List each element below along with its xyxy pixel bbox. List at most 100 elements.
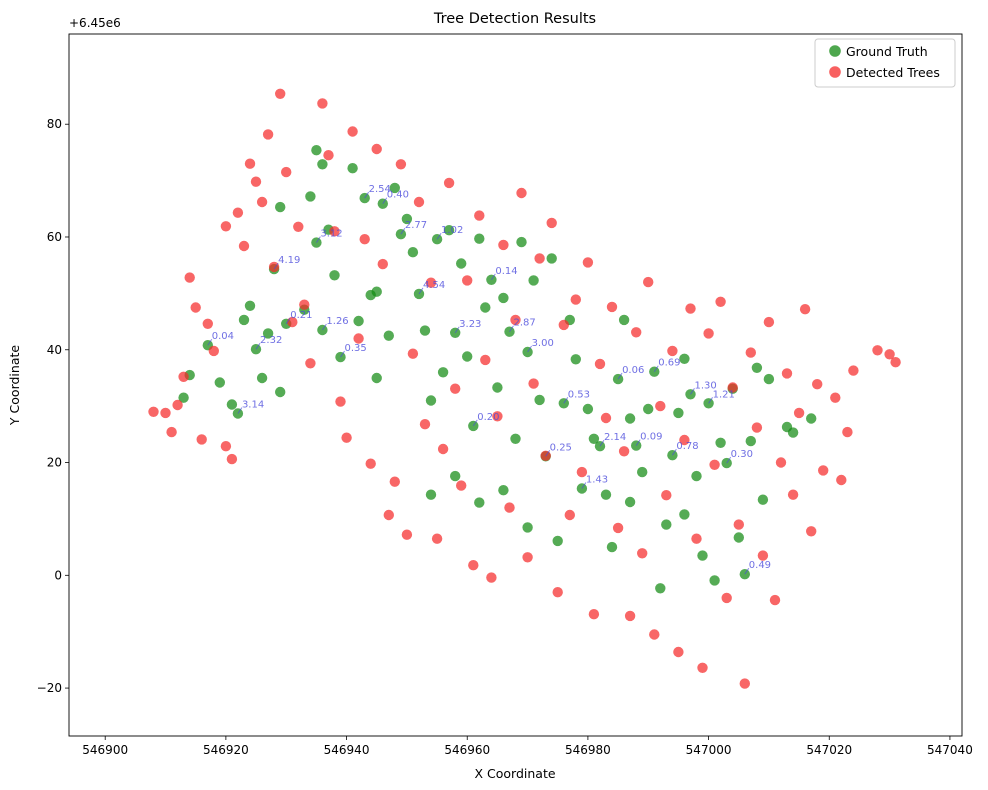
ground-truth-point-97: [371, 286, 382, 297]
match-line-21: [599, 439, 605, 447]
x-tick-label-6: 547020: [806, 743, 852, 757]
detected-tree-point-84: [667, 345, 678, 357]
detected-tree-point-54: [486, 572, 497, 583]
ground-truth-point-73: [643, 403, 654, 415]
detected-tree-point-85: [673, 646, 684, 658]
ground-truth-point-91: [751, 362, 763, 373]
match-line-11: [418, 287, 424, 295]
detected-tree-point-104: [787, 489, 799, 500]
detected-tree-point-66: [558, 319, 569, 331]
ground-truth-point-99: [498, 485, 509, 496]
match-line-1: [237, 407, 243, 414]
match-distance-label-14: 0.20: [477, 412, 499, 423]
match-line-28: [726, 456, 732, 464]
x-tick-label-4: 546980: [565, 743, 611, 757]
detected-tree-point-42: [413, 196, 425, 208]
detected-tree-point-71: [588, 609, 600, 620]
y-tick-label-4: 60: [47, 230, 62, 244]
ground-truth-point-62: [576, 483, 588, 494]
ground-truth-point-102: [425, 489, 437, 500]
ground-truth-point-95: [787, 427, 799, 438]
ground-truth-point-82: [697, 550, 708, 561]
detected-tree-point-91: [709, 459, 720, 470]
ground-truth-point-51: [510, 433, 521, 444]
detected-tree-point-47: [443, 177, 455, 189]
match-line-27: [708, 397, 713, 404]
detected-tree-point-25: [305, 358, 316, 369]
match-labels-layer: 0.04 3.14 2.32 4.19 0.21 3.12 1.26 0.35 2.540.40…: [207, 184, 771, 575]
detected-tree-point-111: [836, 474, 847, 486]
detected-tree-point-88: [691, 533, 702, 544]
detected-tree-point-10: [220, 221, 232, 232]
match-line-16: [509, 325, 514, 332]
detected-tree-point-34: [365, 458, 376, 469]
match-line-0: [207, 338, 213, 346]
match-distance-label-16: 2.87: [513, 318, 535, 329]
match-distance-label-20: 1.43: [586, 474, 608, 485]
ground-truth-point-8: [250, 344, 262, 355]
detected-tree-point-83: [661, 490, 672, 501]
plot-area: [69, 34, 962, 736]
detected-tree-point-68: [570, 294, 581, 305]
legend-box: [814, 38, 956, 88]
y-tick-label-2: 20: [47, 456, 62, 470]
match-distance-label-8: 2.54: [369, 184, 391, 195]
ground-truth-point-4: [226, 399, 238, 410]
match-line-23: [635, 439, 641, 446]
detected-tree-point-109: [818, 465, 829, 476]
detected-tree-point-17: [256, 196, 268, 208]
x-tick-label-5: 547000: [686, 743, 732, 757]
detected-tree-point-73: [600, 412, 612, 424]
ground-truth-point-103: [679, 353, 690, 364]
ground-truth-point-9: [256, 372, 268, 384]
ground-truth-point-55: [534, 394, 545, 406]
ground-truth-point-34: [407, 247, 419, 258]
detected-tree-point-20: [275, 88, 286, 100]
match-line-2: [255, 342, 261, 350]
detected-tree-point-70: [582, 257, 594, 268]
detected-tree-point-22: [287, 316, 298, 328]
detected-tree-point-36: [377, 258, 388, 270]
match-distance-label-0: 0.04: [212, 331, 234, 342]
ground-truth-point-40: [443, 225, 455, 236]
ground-truth-point-5: [232, 408, 244, 419]
detected-tree-point-44: [425, 277, 437, 288]
ground-truth-point-58: [552, 535, 563, 547]
match-distance-label-5: 3.12: [320, 229, 342, 240]
ground-truth-point-16: [305, 191, 316, 202]
ground-truth-point-98: [450, 470, 461, 482]
detected-tree-point-58: [510, 314, 521, 326]
ground-truth-point-54: [528, 275, 539, 286]
ground-truth-point-79: [679, 509, 690, 520]
ground-truth-point-33: [401, 213, 413, 225]
match-distance-label-27: 1.21: [713, 389, 735, 400]
detected-tree-point-108: [812, 379, 823, 390]
ground-truth-point-10: [262, 328, 274, 339]
match-line-7: [340, 350, 345, 358]
detected-tree-point-38: [389, 476, 400, 487]
detected-tree-point-61: [528, 378, 539, 389]
match-line-3: [273, 262, 279, 270]
match-line-29: [744, 567, 750, 575]
detected-tree-point-79: [637, 548, 648, 559]
detected-tree-point-28: [329, 226, 340, 237]
match-line-8: [364, 191, 370, 199]
match-distance-label-22: 0.06: [622, 365, 644, 376]
ground-truth-point-70: [624, 496, 636, 508]
match-line-4: [285, 317, 291, 325]
detected-tree-point-92: [715, 296, 726, 307]
detected-tree-point-23: [293, 221, 304, 232]
ground-truth-point-24: [347, 163, 358, 174]
ground-truth-point-19: [317, 159, 328, 170]
legend-marker-detected: [829, 66, 841, 78]
match-line-14: [472, 419, 478, 427]
ground-truth-point-76: [661, 519, 672, 530]
match-line-12: [436, 232, 442, 240]
detected-tree-point-90: [703, 328, 714, 339]
ground-truth-point-89: [739, 569, 750, 580]
match-distance-label-11: 4.54: [423, 280, 445, 291]
plot-frame: [68, 33, 963, 737]
ground-truth-point-46: [480, 302, 491, 313]
match-distance-label-19: 0.53: [568, 389, 590, 400]
